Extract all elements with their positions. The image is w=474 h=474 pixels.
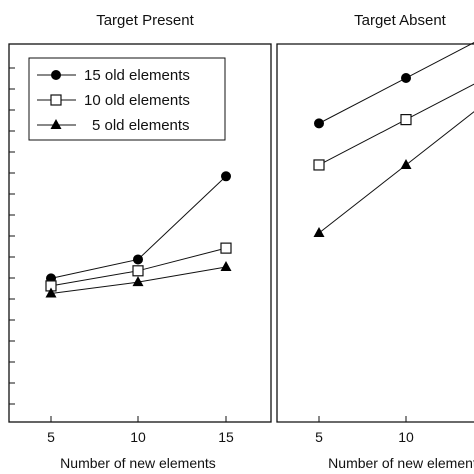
legend-marker-triangle [50,119,62,129]
series-line [318,111,474,234]
x-tick-label: 5 [315,429,323,445]
x-tick-label: 15 [218,429,234,445]
series-group [45,171,232,298]
data-point-circle [133,254,143,265]
legend-label: 5 old elements [92,117,190,134]
legend-box [28,57,226,141]
series-line [318,83,474,166]
data-point-square [313,159,325,171]
data-point-square [220,242,232,254]
legend-entry: 10 old elements [37,92,190,109]
series-group [313,42,474,237]
legend-marker-square [50,94,62,106]
x-axis-label: Number of new elements [328,455,474,471]
x-tick-label: 10 [130,429,146,445]
series-line [318,42,474,124]
data-point-circle [401,73,411,84]
legend-entry: 5 old elements [37,117,190,134]
data-point-circle [314,118,324,129]
data-point-square [132,265,144,277]
plot-frame [276,43,474,423]
panel-target-present: Target Present 5 10 15 Number of new eleme… [8,12,272,471]
legend-marker-circle [51,70,61,80]
panel-title: Target Absent [354,12,447,29]
legend-label: 10 old elements [84,92,190,109]
legend-entry: 15 old elements [37,67,190,84]
data-point-triangle [220,261,232,272]
data-point-circle [221,171,231,182]
x-tick-label: 5 [47,429,55,445]
legend: 15 old elements 10 old elements 5 old el… [28,57,226,141]
data-point-triangle [400,158,412,169]
y-ticks [9,67,15,405]
plot-frame [8,43,272,423]
data-point-triangle [45,287,57,298]
legend-label: 15 old elements [84,67,190,84]
data-point-square [400,113,412,126]
x-axis-label: Number of new elements [60,455,216,471]
data-point-triangle [313,227,325,237]
x-tick-label: 10 [398,429,414,445]
data-point-triangle [132,276,144,287]
x-ticks: 5 10 [315,416,414,445]
panel-target-absent: Target Absent 5 10 Number of new elements [276,12,474,471]
panel-title: Target Present [96,12,194,29]
x-ticks: 5 10 15 [47,416,234,445]
